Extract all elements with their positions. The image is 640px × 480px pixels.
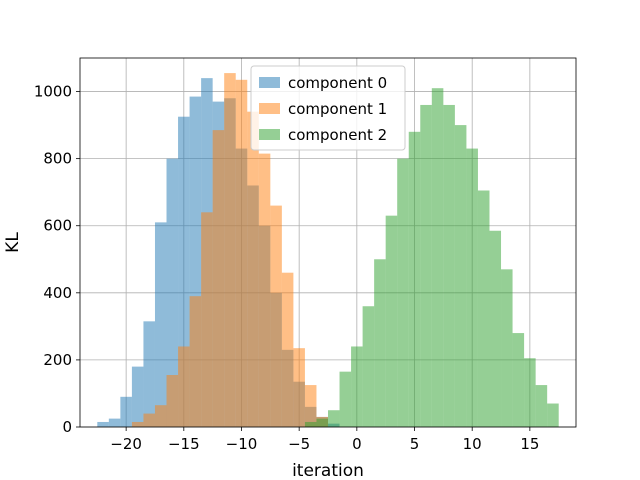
histogram-bar bbox=[178, 346, 190, 427]
histogram-bar bbox=[258, 153, 271, 427]
y-tick-label: 0 bbox=[62, 418, 72, 436]
histogram-bar bbox=[235, 79, 248, 428]
legend: component 0 component 1 component 2 bbox=[250, 65, 406, 151]
legend-label: component 1 bbox=[288, 100, 387, 118]
histogram-bar bbox=[143, 321, 155, 427]
x-axis: −20 −15 −10 −5 0 5 10 15 bbox=[110, 427, 539, 453]
histogram-bar bbox=[351, 346, 363, 427]
histogram-bar bbox=[154, 405, 167, 427]
x-tick-label: 5 bbox=[410, 435, 420, 453]
histogram-bar bbox=[270, 205, 282, 427]
histogram-bar bbox=[420, 104, 432, 428]
histogram-bar bbox=[178, 116, 190, 428]
histogram-bar bbox=[385, 215, 398, 427]
histogram-bar bbox=[143, 413, 155, 427]
histogram-bar bbox=[489, 230, 502, 427]
legend-swatch bbox=[259, 129, 280, 140]
series-2-bars bbox=[304, 88, 559, 428]
histogram-bar bbox=[166, 375, 179, 427]
histogram-bar bbox=[304, 421, 317, 427]
histogram-bar bbox=[431, 88, 444, 427]
histogram-bar bbox=[189, 296, 202, 427]
legend-swatch bbox=[259, 103, 280, 114]
histogram-bars bbox=[97, 73, 559, 428]
y-tick-label: 600 bbox=[43, 217, 72, 235]
series-1-bars bbox=[131, 73, 328, 428]
legend-swatch bbox=[259, 77, 280, 88]
histogram-bar bbox=[524, 358, 536, 427]
y-axis: 0 200 400 600 800 1000 bbox=[34, 83, 80, 436]
plot-frame bbox=[79, 57, 577, 428]
histogram-bar bbox=[454, 125, 467, 427]
histogram-bar bbox=[535, 385, 548, 427]
histogram-bar bbox=[328, 410, 340, 427]
y-axis-label: KL bbox=[3, 232, 23, 253]
y-tick-label: 400 bbox=[43, 284, 72, 302]
histogram-bar bbox=[339, 371, 352, 427]
histogram-bar bbox=[154, 222, 167, 427]
histogram-bar bbox=[201, 212, 213, 427]
histogram-bar bbox=[408, 131, 421, 428]
histogram-bar bbox=[316, 418, 328, 427]
histogram-bar bbox=[501, 269, 513, 427]
histogram-bar bbox=[247, 111, 259, 427]
histogram-bar bbox=[212, 130, 225, 427]
y-tick-label: 800 bbox=[43, 150, 72, 168]
legend-box bbox=[250, 65, 406, 151]
histogram-bar bbox=[547, 403, 559, 427]
histogram-bar bbox=[397, 158, 409, 428]
histogram-bar bbox=[304, 385, 317, 427]
histogram-bar bbox=[512, 333, 525, 427]
histogram-bar bbox=[477, 190, 490, 427]
histogram-bar bbox=[224, 73, 236, 427]
histogram-bar bbox=[108, 418, 121, 427]
histogram-bar bbox=[166, 158, 179, 428]
histogram-bar bbox=[97, 421, 109, 427]
histogram-bar bbox=[466, 148, 478, 427]
histogram-bar bbox=[362, 306, 375, 427]
x-tick-label: −15 bbox=[168, 435, 200, 453]
histogram-bar bbox=[293, 348, 305, 427]
x-tick-label: −20 bbox=[110, 435, 142, 453]
x-tick-label: 0 bbox=[352, 435, 362, 453]
legend-label: component 0 bbox=[288, 74, 387, 92]
x-axis-label: iteration bbox=[292, 461, 364, 480]
x-tick-label: 15 bbox=[520, 435, 539, 453]
y-tick-label: 200 bbox=[43, 351, 72, 369]
histogram-bar bbox=[281, 272, 294, 427]
histogram-bar bbox=[120, 396, 132, 427]
histogram-bar bbox=[374, 259, 386, 427]
x-tick-label: −10 bbox=[226, 435, 258, 453]
histogram-bar bbox=[443, 104, 455, 428]
y-tick-label: 1000 bbox=[34, 83, 72, 101]
legend-label: component 2 bbox=[288, 126, 387, 144]
x-tick-label: 10 bbox=[463, 435, 482, 453]
x-tick-label: −5 bbox=[288, 435, 310, 453]
histogram-bar bbox=[131, 421, 144, 427]
histogram-bar bbox=[189, 96, 202, 427]
histogram-bar bbox=[131, 366, 144, 427]
